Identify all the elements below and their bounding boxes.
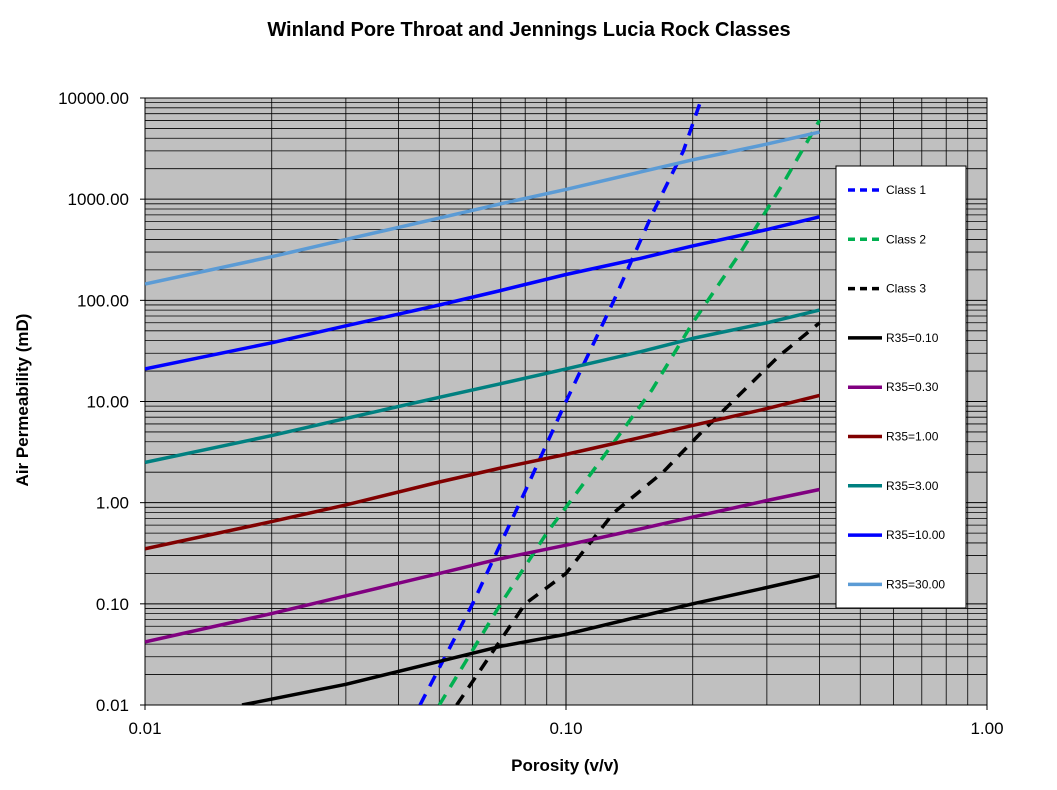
- series-line-class-2: [437, 119, 822, 705]
- series-line-r35-0-30: [145, 487, 820, 644]
- legend-entry-label: Class 3: [886, 282, 926, 296]
- legend-entry-label: R35=0.30: [886, 380, 939, 394]
- legend-entry-label: R35=10.00: [886, 528, 945, 542]
- series-group: [145, 98, 822, 705]
- x-tick-label: 0.01: [128, 719, 161, 738]
- x-tick-label: 1.00: [970, 719, 1003, 738]
- x-tick-label: 0.10: [549, 719, 582, 738]
- series-line-r35-10-00: [145, 215, 820, 371]
- y-tick-label: 0.10: [96, 595, 129, 614]
- series-line-r35-30-00: [145, 130, 820, 286]
- series-line-r35-3-00: [145, 308, 820, 465]
- y-tick-label: 10000.00: [58, 89, 129, 108]
- legend-entry-label: R35=0.10: [886, 331, 939, 345]
- y-axis-title: Air Permeability (mD): [13, 314, 32, 487]
- legend: Class 1 Class 2 Class 3 R35=0.10 R35=0.30 R35…: [835, 165, 967, 609]
- y-tick-label: 100.00: [77, 291, 129, 310]
- legend-entry-label: R35=3.00: [886, 479, 939, 493]
- axis-ticks: 0.01 0.10 1.00 10.00 100.00 1000.00 10000.00 0.…: [58, 89, 1003, 738]
- legend-entry-label: Class 2: [886, 232, 926, 246]
- legend-entry-label: R35=30.00: [886, 577, 945, 591]
- series-line-class-1: [418, 98, 704, 705]
- series-line-r35-1-00: [145, 393, 820, 551]
- legend-entry-label: R35=1.00: [886, 430, 939, 444]
- y-tick-label: 0.01: [96, 696, 129, 715]
- legend-entry-label: Class 1: [886, 183, 926, 197]
- series-lines: [145, 98, 822, 705]
- y-tick-label: 1.00: [96, 494, 129, 513]
- y-tick-label: 1000.00: [68, 190, 129, 209]
- series-line-r35-0-10: [241, 573, 820, 705]
- y-tick-label: 10.00: [86, 393, 129, 412]
- x-axis-title: Porosity (v/v): [511, 756, 619, 775]
- chart-title: Winland Pore Throat and Jennings Lucia R…: [267, 19, 790, 41]
